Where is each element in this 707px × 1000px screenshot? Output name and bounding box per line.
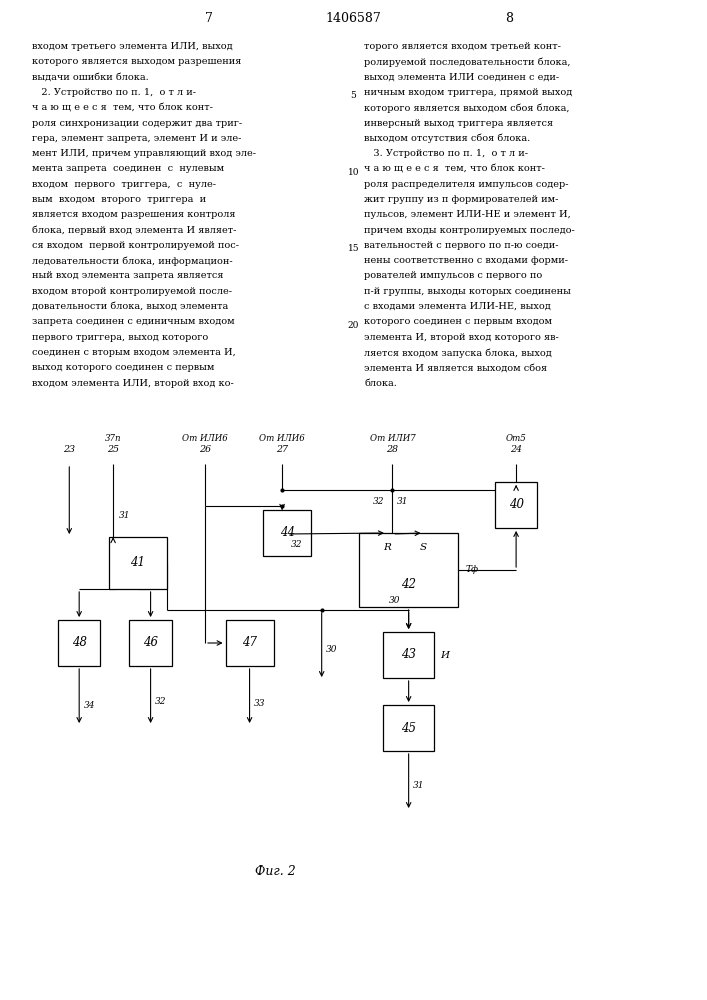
Text: ледовательности блока, информацион-: ледовательности блока, информацион- xyxy=(32,256,233,266)
Text: 10: 10 xyxy=(348,168,359,177)
Text: мента запрета  соединен  с  нулевым: мента запрета соединен с нулевым xyxy=(32,164,224,173)
Text: которого является выходом сбоя блока,: которого является выходом сбоя блока, xyxy=(364,103,570,113)
Text: 30: 30 xyxy=(389,596,400,605)
Text: которого является выходом разрешения: которого является выходом разрешения xyxy=(32,57,241,66)
Text: 31: 31 xyxy=(397,497,408,506)
Text: И: И xyxy=(440,650,449,660)
Text: 32: 32 xyxy=(155,697,166,706)
Text: 20: 20 xyxy=(348,321,359,330)
Text: инверсный выход триггера является: инверсный выход триггера является xyxy=(364,118,554,127)
Text: ч а ю щ е е с я  тем, что блок конт-: ч а ю щ е е с я тем, что блок конт- xyxy=(364,164,545,173)
Text: 5: 5 xyxy=(351,91,356,100)
Text: ролируемой последовательности блока,: ролируемой последовательности блока, xyxy=(364,57,571,67)
Bar xyxy=(495,482,537,528)
Text: 25: 25 xyxy=(107,445,119,454)
Text: От ИЛИ6: От ИЛИ6 xyxy=(182,434,228,443)
Text: ляется входом запуска блока, выход: ляется входом запуска блока, выход xyxy=(364,348,552,358)
Text: торого является входом третьей конт-: торого является входом третьей конт- xyxy=(364,42,561,51)
Text: 30: 30 xyxy=(326,646,337,654)
Text: нены соответственно с входами форми-: нены соответственно с входами форми- xyxy=(364,256,568,265)
Bar xyxy=(129,620,172,666)
Text: первого триггера, выход которого: первого триггера, выход которого xyxy=(32,333,208,342)
Text: блока.: блока. xyxy=(364,379,397,388)
Text: 31: 31 xyxy=(413,782,424,790)
Text: п-й группы, выходы которых соединены: п-й группы, выходы которых соединены xyxy=(364,287,571,296)
Text: 23: 23 xyxy=(64,445,75,454)
Text: 28: 28 xyxy=(387,445,398,454)
Text: элемента И, второй вход которого яв-: элемента И, второй вход которого яв- xyxy=(364,333,559,342)
Text: роля синхронизации содержит два триг-: роля синхронизации содержит два триг- xyxy=(32,118,242,127)
Text: 1406587: 1406587 xyxy=(326,11,381,24)
Text: блока, первый вход элемента И являет-: блока, первый вход элемента И являет- xyxy=(32,226,236,235)
Text: рователей импульсов с первого по: рователей импульсов с первого по xyxy=(364,271,542,280)
Text: роля распределителя импульсов содер-: роля распределителя импульсов содер- xyxy=(364,180,568,189)
Text: 44: 44 xyxy=(279,526,295,540)
Text: 24: 24 xyxy=(510,445,522,454)
Text: От ИЛИ7: От ИЛИ7 xyxy=(370,434,415,443)
Text: 48: 48 xyxy=(71,637,87,650)
Text: 45: 45 xyxy=(401,722,416,734)
Text: входом второй контролируемой после-: входом второй контролируемой после- xyxy=(32,287,232,296)
Text: 37п: 37п xyxy=(105,434,122,443)
Text: жит группу из п формирователей им-: жит группу из п формирователей им- xyxy=(364,195,559,204)
Text: 41: 41 xyxy=(130,556,146,569)
Text: Тф: Тф xyxy=(465,565,478,574)
Text: Фиг. 2: Фиг. 2 xyxy=(255,865,296,878)
Text: 26: 26 xyxy=(199,445,211,454)
Text: 47: 47 xyxy=(242,637,257,650)
Text: 31: 31 xyxy=(119,510,130,520)
Text: запрета соединен с единичным входом: запрета соединен с единичным входом xyxy=(32,317,235,326)
Text: довательности блока, выход элемента: довательности блока, выход элемента xyxy=(32,302,228,311)
Text: 2. Устройство по п. 1,  о т л и-: 2. Устройство по п. 1, о т л и- xyxy=(32,88,196,97)
Text: 32: 32 xyxy=(291,540,303,549)
Bar xyxy=(383,705,434,751)
Text: гера, элемент запрета, элемент И и эле-: гера, элемент запрета, элемент И и эле- xyxy=(32,134,241,143)
Bar xyxy=(226,620,274,666)
Text: От ИЛИ6: От ИЛИ6 xyxy=(259,434,305,443)
Text: 42: 42 xyxy=(401,577,416,590)
Text: с входами элемента ИЛИ-НЕ, выход: с входами элемента ИЛИ-НЕ, выход xyxy=(364,302,551,311)
Bar xyxy=(383,632,434,678)
Text: От5: От5 xyxy=(506,434,527,443)
Bar xyxy=(58,620,100,666)
Text: мент ИЛИ, причем управляющий вход эле-: мент ИЛИ, причем управляющий вход эле- xyxy=(32,149,256,158)
Text: выход которого соединен с первым: выход которого соединен с первым xyxy=(32,363,214,372)
Text: 3. Устройство по п. 1,  о т л и-: 3. Устройство по п. 1, о т л и- xyxy=(364,149,528,158)
Text: 27: 27 xyxy=(276,445,288,454)
Text: элемента И является выходом сбоя: элемента И является выходом сбоя xyxy=(364,363,547,372)
Text: выходом отсутствия сбоя блока.: выходом отсутствия сбоя блока. xyxy=(364,134,530,143)
Text: 34: 34 xyxy=(83,702,95,711)
Text: 46: 46 xyxy=(143,637,158,650)
Text: которого соединен с первым входом: которого соединен с первым входом xyxy=(364,317,552,326)
Text: соединен с вторым входом элемента И,: соединен с вторым входом элемента И, xyxy=(32,348,235,357)
Text: выход элемента ИЛИ соединен с еди-: выход элемента ИЛИ соединен с еди- xyxy=(364,73,559,82)
Text: 33: 33 xyxy=(254,700,265,709)
Text: причем входы контролируемых последо-: причем входы контролируемых последо- xyxy=(364,226,575,235)
Text: 8: 8 xyxy=(505,11,513,24)
Text: входом элемента ИЛИ, второй вход ко-: входом элемента ИЛИ, второй вход ко- xyxy=(32,379,233,388)
Text: 7: 7 xyxy=(204,11,213,24)
Text: S: S xyxy=(420,542,427,551)
Text: ч а ю щ е е с я  тем, что блок конт-: ч а ю щ е е с я тем, что блок конт- xyxy=(32,103,213,112)
Text: 32: 32 xyxy=(373,497,384,506)
Bar xyxy=(109,537,167,589)
Text: вым  входом  второго  триггера  и: вым входом второго триггера и xyxy=(32,195,206,204)
Text: входом  первого  триггера,  с  нуле-: входом первого триггера, с нуле- xyxy=(32,180,216,189)
Text: пульсов, элемент ИЛИ-НЕ и элемент И,: пульсов, элемент ИЛИ-НЕ и элемент И, xyxy=(364,210,571,219)
Text: 15: 15 xyxy=(348,244,359,253)
Bar xyxy=(263,510,311,556)
Text: ный вход элемента запрета является: ный вход элемента запрета является xyxy=(32,271,223,280)
Text: является входом разрешения контроля: является входом разрешения контроля xyxy=(32,210,235,219)
Text: ничным входом триггера, прямой выход: ничным входом триггера, прямой выход xyxy=(364,88,573,97)
Text: 40: 40 xyxy=(508,498,524,512)
Bar xyxy=(359,533,458,607)
Text: выдачи ошибки блока.: выдачи ошибки блока. xyxy=(32,73,148,82)
Text: R: R xyxy=(383,542,391,551)
Text: вательностей с первого по п-ю соеди-: вательностей с первого по п-ю соеди- xyxy=(364,241,559,250)
Text: ся входом  первой контролируемой пос-: ся входом первой контролируемой пос- xyxy=(32,241,239,250)
Text: входом третьего элемента ИЛИ, выход: входом третьего элемента ИЛИ, выход xyxy=(32,42,233,51)
Text: 43: 43 xyxy=(401,648,416,662)
